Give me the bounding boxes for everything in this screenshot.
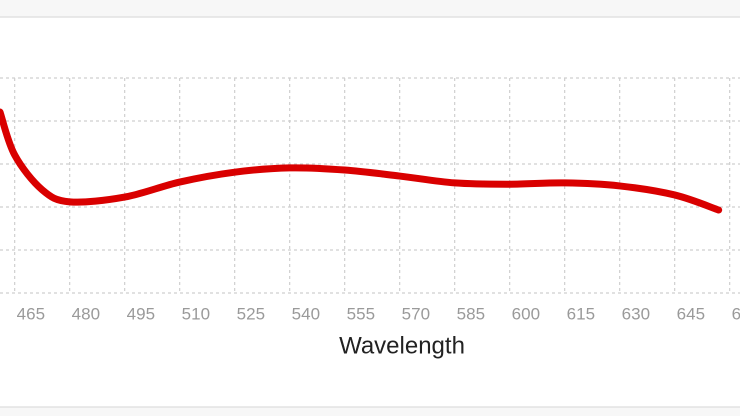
- x-tick-label: 525: [237, 304, 265, 323]
- data-line: [0, 108, 723, 214]
- x-tick-label: 555: [347, 304, 375, 323]
- x-tick-label: 615: [567, 304, 595, 323]
- x-tick-label: 495: [127, 304, 155, 323]
- x-tick-label: 645: [677, 304, 705, 323]
- x-tick-label: 630: [622, 304, 650, 323]
- x-tick-label: 465: [17, 304, 45, 323]
- x-axis-title: Wavelength: [339, 332, 465, 359]
- x-tick-label: 570: [402, 304, 430, 323]
- x-tick-label: 660: [732, 304, 740, 323]
- x-tick-label: 480: [72, 304, 100, 323]
- x-tick-label: 600: [512, 304, 540, 323]
- x-tick-label: 585: [457, 304, 485, 323]
- card: [0, 16, 740, 408]
- x-tick-label: 540: [292, 304, 320, 323]
- x-tick-label: 510: [182, 304, 210, 323]
